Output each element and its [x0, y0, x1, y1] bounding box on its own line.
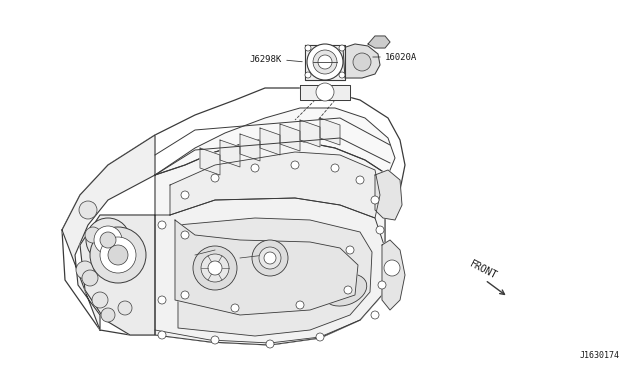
Circle shape: [181, 231, 189, 239]
Polygon shape: [305, 45, 345, 80]
Circle shape: [346, 246, 354, 254]
Circle shape: [193, 246, 237, 290]
Polygon shape: [170, 152, 380, 218]
Polygon shape: [62, 88, 405, 345]
Circle shape: [376, 226, 384, 234]
Circle shape: [201, 254, 229, 282]
Circle shape: [331, 164, 339, 172]
Circle shape: [85, 227, 101, 243]
Polygon shape: [155, 198, 385, 345]
Polygon shape: [280, 124, 300, 151]
Polygon shape: [343, 44, 380, 78]
Circle shape: [90, 227, 146, 283]
Polygon shape: [382, 240, 405, 310]
Ellipse shape: [323, 274, 367, 306]
Polygon shape: [300, 85, 350, 100]
Circle shape: [211, 336, 219, 344]
Circle shape: [356, 176, 364, 184]
Circle shape: [100, 232, 116, 248]
Text: FRONT: FRONT: [468, 259, 499, 281]
Circle shape: [384, 260, 400, 276]
Circle shape: [76, 261, 94, 279]
Circle shape: [307, 44, 343, 80]
Circle shape: [296, 301, 304, 309]
Polygon shape: [80, 215, 155, 335]
Circle shape: [79, 201, 97, 219]
Polygon shape: [155, 108, 395, 175]
Circle shape: [371, 311, 379, 319]
Polygon shape: [260, 128, 280, 155]
Polygon shape: [62, 135, 155, 330]
Circle shape: [158, 221, 166, 229]
Circle shape: [316, 83, 334, 101]
Text: J1630174: J1630174: [580, 351, 620, 360]
Polygon shape: [175, 220, 358, 315]
Circle shape: [259, 247, 281, 269]
Circle shape: [318, 55, 332, 69]
Circle shape: [313, 50, 337, 74]
Circle shape: [231, 304, 239, 312]
Circle shape: [252, 240, 288, 276]
Circle shape: [82, 270, 98, 286]
Circle shape: [158, 296, 166, 304]
Polygon shape: [155, 140, 390, 345]
Circle shape: [118, 301, 132, 315]
Circle shape: [305, 72, 311, 78]
Circle shape: [291, 161, 299, 169]
Polygon shape: [375, 170, 402, 220]
Circle shape: [86, 218, 130, 262]
Circle shape: [94, 226, 122, 254]
Circle shape: [266, 340, 274, 348]
Polygon shape: [178, 218, 372, 336]
Polygon shape: [240, 134, 260, 161]
Circle shape: [181, 291, 189, 299]
Circle shape: [208, 261, 222, 275]
Circle shape: [378, 281, 386, 289]
Circle shape: [108, 245, 128, 265]
Circle shape: [339, 45, 345, 51]
Polygon shape: [368, 36, 390, 48]
Circle shape: [305, 45, 311, 51]
Polygon shape: [200, 148, 220, 175]
Polygon shape: [320, 118, 340, 145]
Circle shape: [316, 333, 324, 341]
Circle shape: [353, 53, 371, 71]
Polygon shape: [300, 120, 320, 147]
Text: 16020A: 16020A: [385, 52, 417, 61]
Circle shape: [339, 72, 345, 78]
Circle shape: [100, 237, 136, 273]
Circle shape: [92, 292, 108, 308]
Circle shape: [211, 174, 219, 182]
Circle shape: [251, 164, 259, 172]
Polygon shape: [220, 140, 240, 167]
Circle shape: [264, 252, 276, 264]
Circle shape: [344, 286, 352, 294]
Circle shape: [371, 196, 379, 204]
Circle shape: [158, 331, 166, 339]
Circle shape: [101, 308, 115, 322]
Circle shape: [181, 191, 189, 199]
Text: J6298K: J6298K: [250, 55, 282, 64]
